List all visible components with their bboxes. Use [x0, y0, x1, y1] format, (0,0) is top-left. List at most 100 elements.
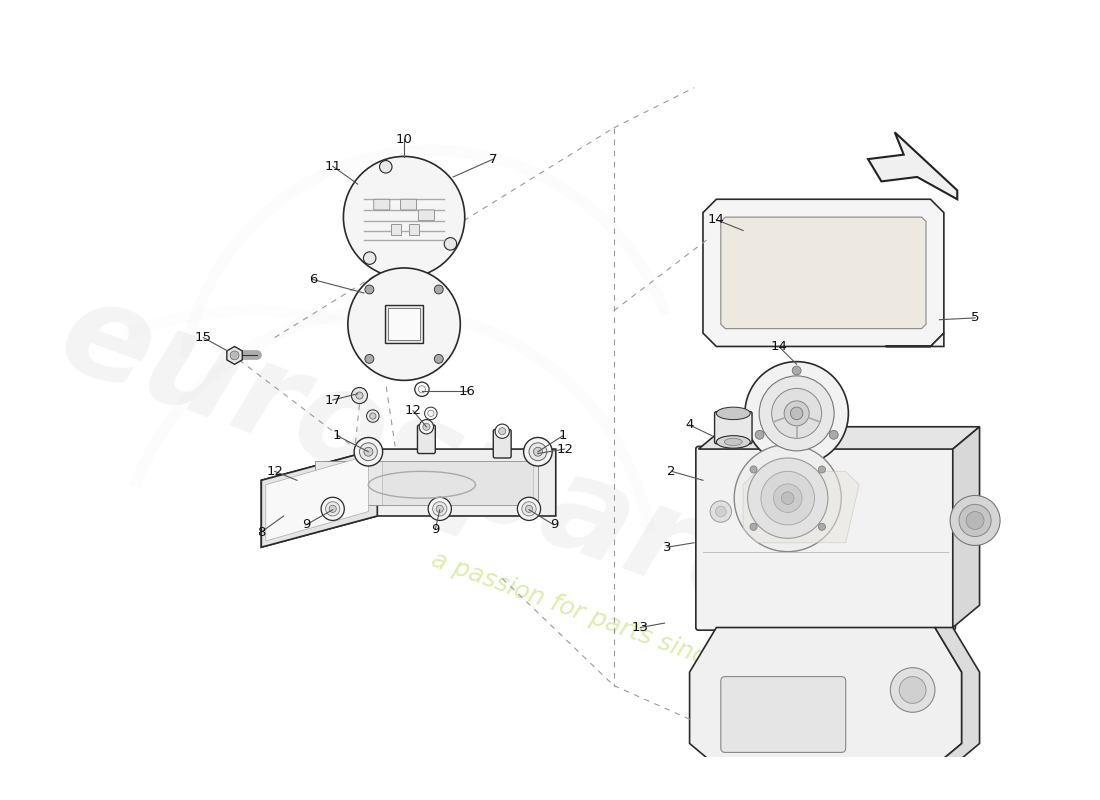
Circle shape [674, 780, 686, 792]
Polygon shape [703, 199, 944, 346]
Polygon shape [262, 449, 377, 547]
FancyBboxPatch shape [385, 306, 422, 343]
Polygon shape [315, 461, 538, 506]
Text: 11: 11 [324, 160, 341, 173]
Circle shape [415, 382, 429, 397]
Text: 15: 15 [195, 331, 212, 344]
Circle shape [329, 506, 337, 513]
Circle shape [422, 423, 430, 430]
FancyBboxPatch shape [388, 308, 420, 340]
Circle shape [978, 780, 990, 792]
Circle shape [750, 523, 757, 530]
Circle shape [428, 410, 435, 417]
Circle shape [526, 506, 532, 513]
Text: 9: 9 [550, 518, 558, 531]
FancyBboxPatch shape [493, 430, 512, 458]
Ellipse shape [725, 438, 742, 446]
FancyBboxPatch shape [374, 199, 389, 210]
Text: 3: 3 [663, 541, 671, 554]
Circle shape [365, 285, 374, 294]
Circle shape [890, 668, 935, 712]
Circle shape [829, 430, 838, 439]
Circle shape [351, 387, 367, 403]
Circle shape [791, 407, 803, 420]
Circle shape [653, 780, 667, 792]
Circle shape [524, 438, 552, 466]
Circle shape [956, 780, 968, 792]
Polygon shape [720, 217, 926, 329]
Circle shape [792, 366, 801, 375]
Circle shape [715, 506, 726, 517]
Circle shape [379, 161, 392, 173]
Circle shape [950, 495, 1000, 546]
Polygon shape [935, 627, 980, 766]
Circle shape [745, 362, 848, 465]
Circle shape [784, 401, 810, 426]
Text: 10: 10 [396, 133, 412, 146]
Text: 2: 2 [668, 465, 676, 478]
Circle shape [434, 285, 443, 294]
Polygon shape [690, 627, 961, 766]
Circle shape [498, 428, 506, 434]
Circle shape [444, 238, 456, 250]
Circle shape [428, 498, 451, 521]
Circle shape [348, 268, 460, 380]
Circle shape [759, 376, 834, 451]
Circle shape [495, 424, 509, 438]
Circle shape [363, 252, 376, 264]
Circle shape [734, 445, 842, 552]
Circle shape [711, 501, 732, 522]
Ellipse shape [716, 407, 750, 420]
Polygon shape [266, 455, 368, 541]
Circle shape [701, 783, 705, 789]
Circle shape [772, 389, 822, 438]
Circle shape [432, 502, 447, 516]
Text: 8: 8 [257, 526, 265, 538]
Circle shape [354, 438, 383, 466]
Text: 9: 9 [301, 518, 310, 531]
Circle shape [773, 484, 802, 513]
Circle shape [437, 506, 443, 513]
Circle shape [781, 492, 794, 504]
Circle shape [761, 471, 814, 525]
Text: 4: 4 [685, 418, 694, 431]
Circle shape [360, 443, 377, 461]
FancyBboxPatch shape [663, 762, 1001, 800]
Circle shape [418, 386, 426, 393]
Polygon shape [382, 461, 534, 506]
Circle shape [425, 407, 437, 420]
Circle shape [366, 410, 379, 422]
Text: 12: 12 [266, 465, 283, 478]
Circle shape [419, 420, 433, 434]
Text: 9: 9 [431, 523, 440, 536]
FancyBboxPatch shape [696, 446, 956, 630]
Circle shape [750, 466, 757, 473]
Ellipse shape [716, 436, 750, 448]
FancyBboxPatch shape [408, 224, 419, 235]
Text: 7: 7 [490, 153, 497, 166]
Polygon shape [953, 426, 980, 627]
Polygon shape [744, 471, 859, 542]
Text: a passion for parts since 1983: a passion for parts since 1983 [428, 547, 791, 699]
Circle shape [370, 413, 376, 419]
Circle shape [959, 783, 965, 789]
Circle shape [434, 354, 443, 363]
Text: 13: 13 [632, 621, 649, 634]
Text: 14: 14 [770, 340, 788, 353]
Text: 1: 1 [333, 429, 341, 442]
Text: eurospares: eurospares [44, 269, 871, 674]
Circle shape [678, 783, 683, 789]
Circle shape [230, 351, 239, 360]
Circle shape [818, 466, 825, 473]
Circle shape [364, 447, 373, 456]
Circle shape [696, 780, 710, 792]
Polygon shape [262, 449, 556, 547]
Text: 12: 12 [557, 442, 573, 455]
Circle shape [959, 504, 991, 537]
Circle shape [748, 458, 828, 538]
Circle shape [818, 523, 825, 530]
Text: 5: 5 [971, 311, 979, 325]
Circle shape [966, 511, 984, 530]
Circle shape [326, 502, 340, 516]
Polygon shape [886, 333, 944, 346]
